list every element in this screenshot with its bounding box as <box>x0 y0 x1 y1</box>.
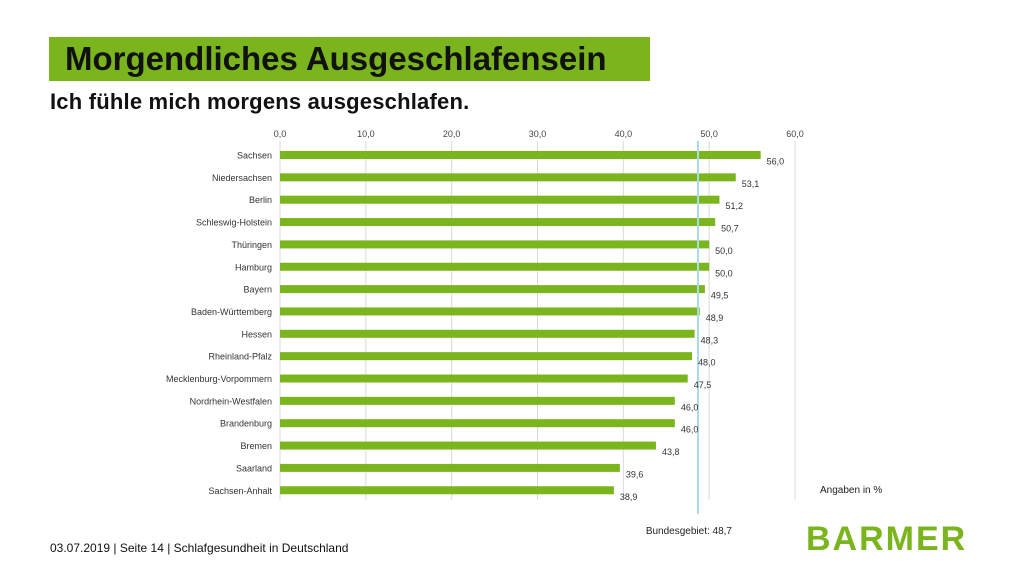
category-label: Bayern <box>243 285 272 295</box>
value-label: 48,9 <box>706 313 724 323</box>
reference-line-group: Bundesgebiet: 48,7 <box>646 141 733 537</box>
x-tick-label: 50,0 <box>700 129 718 139</box>
value-label: 56,0 <box>767 157 785 167</box>
category-label: Nordrhein-Westfalen <box>190 396 272 406</box>
bar <box>280 352 692 361</box>
value-label: 46,0 <box>681 402 699 412</box>
category-label: Rheinland-Pfalz <box>208 352 272 362</box>
bar <box>280 441 656 450</box>
title-bar: Morgendliches Ausgeschlafensein <box>49 37 650 81</box>
category-label: Sachsen-Anhalt <box>208 486 272 496</box>
category-label: Berlin <box>249 195 272 205</box>
bar <box>280 463 620 472</box>
x-tick-label: 30,0 <box>529 129 547 139</box>
bar <box>280 173 736 182</box>
value-label: 50,0 <box>715 246 733 256</box>
x-tick-label: 20,0 <box>443 129 461 139</box>
bar <box>280 486 614 495</box>
footer-text: 03.07.2019 | Seite 14 | Schlafgesundheit… <box>50 541 349 555</box>
bar <box>280 329 695 338</box>
bar <box>280 374 688 383</box>
bar <box>280 218 716 227</box>
value-label: 50,7 <box>721 224 739 234</box>
value-labels: 56,0 53,1 51,2 50,7 50,0 50,0 49,5 48,9 48,3 48,0… <box>620 157 784 502</box>
category-label: Thüringen <box>231 240 272 250</box>
category-label: Niedersachsen <box>212 173 272 183</box>
category-label: Hamburg <box>235 262 272 272</box>
x-tick-label: 40,0 <box>615 129 633 139</box>
page-subtitle: Ich fühle mich morgens ausgeschlafen. <box>50 89 470 114</box>
category-label: Bremen <box>240 441 272 451</box>
reference-line-label: Bundesgebiet: 48,7 <box>646 526 733 537</box>
value-label: 50,0 <box>715 268 733 278</box>
category-label: Hessen <box>241 329 272 339</box>
value-label: 51,2 <box>725 201 743 211</box>
unit-note: Angaben in % <box>820 485 883 496</box>
value-label: 49,5 <box>711 291 729 301</box>
category-label: Saarland <box>236 463 272 473</box>
bar <box>280 419 675 428</box>
category-label: Schleswig-Holstein <box>196 218 272 228</box>
x-tick-label: 0,0 <box>274 129 287 139</box>
barmer-logo: BARMER <box>806 520 968 558</box>
bar <box>280 195 720 204</box>
bar <box>280 262 710 271</box>
value-label: 47,5 <box>694 380 712 390</box>
value-label: 53,1 <box>742 179 760 189</box>
bar <box>280 285 705 294</box>
bar <box>280 307 700 316</box>
category-label: Mecklenburg-Vorpommern <box>166 374 272 384</box>
x-tick-label: 10,0 <box>357 129 375 139</box>
value-label: 46,0 <box>681 425 699 435</box>
bar <box>280 396 675 405</box>
value-label: 43,8 <box>662 447 680 457</box>
category-labels: Sachsen Niedersachsen Berlin Schleswig-Hols… <box>166 151 273 496</box>
value-label: 48,3 <box>701 335 719 345</box>
value-label: 39,6 <box>626 469 644 479</box>
value-label: 38,9 <box>620 492 638 502</box>
bar <box>280 240 710 249</box>
category-label: Brandenburg <box>220 419 272 429</box>
x-axis-ticks: 0,0 10,0 20,0 30,0 40,0 50,0 60,0 <box>274 129 804 139</box>
bars <box>280 151 761 495</box>
x-tick-label: 60,0 <box>786 129 804 139</box>
page-title: Morgendliches Ausgeschlafensein <box>65 40 607 77</box>
value-label: 48,0 <box>698 358 716 368</box>
category-label: Baden-Württemberg <box>191 307 272 317</box>
category-label: Sachsen <box>237 151 272 161</box>
bar <box>280 151 761 159</box>
